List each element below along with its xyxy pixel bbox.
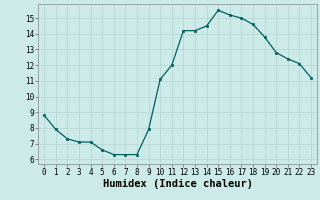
- X-axis label: Humidex (Indice chaleur): Humidex (Indice chaleur): [103, 179, 252, 189]
